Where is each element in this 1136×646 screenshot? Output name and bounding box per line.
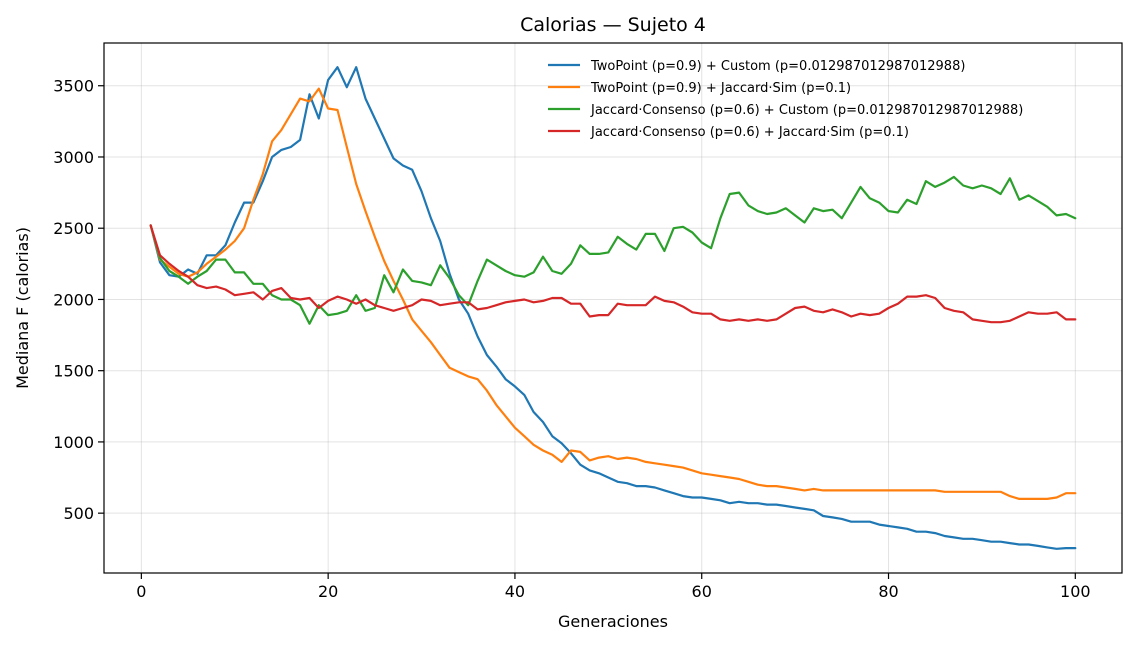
legend-entry-3: Jaccard·Consenso (p=0.6) + Custom (p=0.0… — [590, 103, 1023, 118]
series-line-1 — [149, 66, 1077, 550]
x-tick-label: 0 — [136, 582, 146, 601]
legend-entry-4: Jaccard·Consenso (p=0.6) + Jaccard·Sim (… — [590, 125, 909, 140]
y-tick-label: 2000 — [53, 290, 94, 309]
y-tick-label: 3000 — [53, 148, 94, 167]
y-axis: 500 1000 1500 2000 2500 3000 3500 — [53, 77, 104, 523]
x-tick-label: 100 — [1060, 582, 1091, 601]
series-layer — [149, 66, 1077, 550]
x-axis-label: Generaciones — [558, 612, 668, 631]
plot-frame — [103, 42, 1123, 574]
y-tick-label: 1500 — [53, 362, 94, 381]
legend-entry-2: TwoPoint (p=0.9) + Jaccard·Sim (p=0.1) — [590, 81, 851, 96]
series-line-2 — [149, 87, 1077, 500]
series-line-4 — [149, 224, 1077, 324]
x-tick-label: 80 — [878, 582, 898, 601]
y-axis-label: Mediana F (calorias) — [13, 227, 32, 389]
y-tick-label: 1000 — [53, 433, 94, 452]
x-tick-label: 20 — [318, 582, 338, 601]
legend: TwoPoint (p=0.9) + Custom (p=0.012987012… — [548, 59, 1023, 140]
legend-entry-1: TwoPoint (p=0.9) + Custom (p=0.012987012… — [590, 59, 965, 74]
y-tick-label: 500 — [63, 504, 94, 523]
y-tick-label: 3500 — [53, 77, 94, 96]
chart-title: Calorias — Sujeto 4 — [520, 14, 706, 36]
x-tick-label: 60 — [692, 582, 712, 601]
y-tick-label: 2500 — [53, 219, 94, 238]
x-axis: 0 20 40 60 80 100 — [136, 573, 1091, 601]
series-line-3 — [149, 175, 1077, 325]
x-tick-label: 40 — [505, 582, 525, 601]
